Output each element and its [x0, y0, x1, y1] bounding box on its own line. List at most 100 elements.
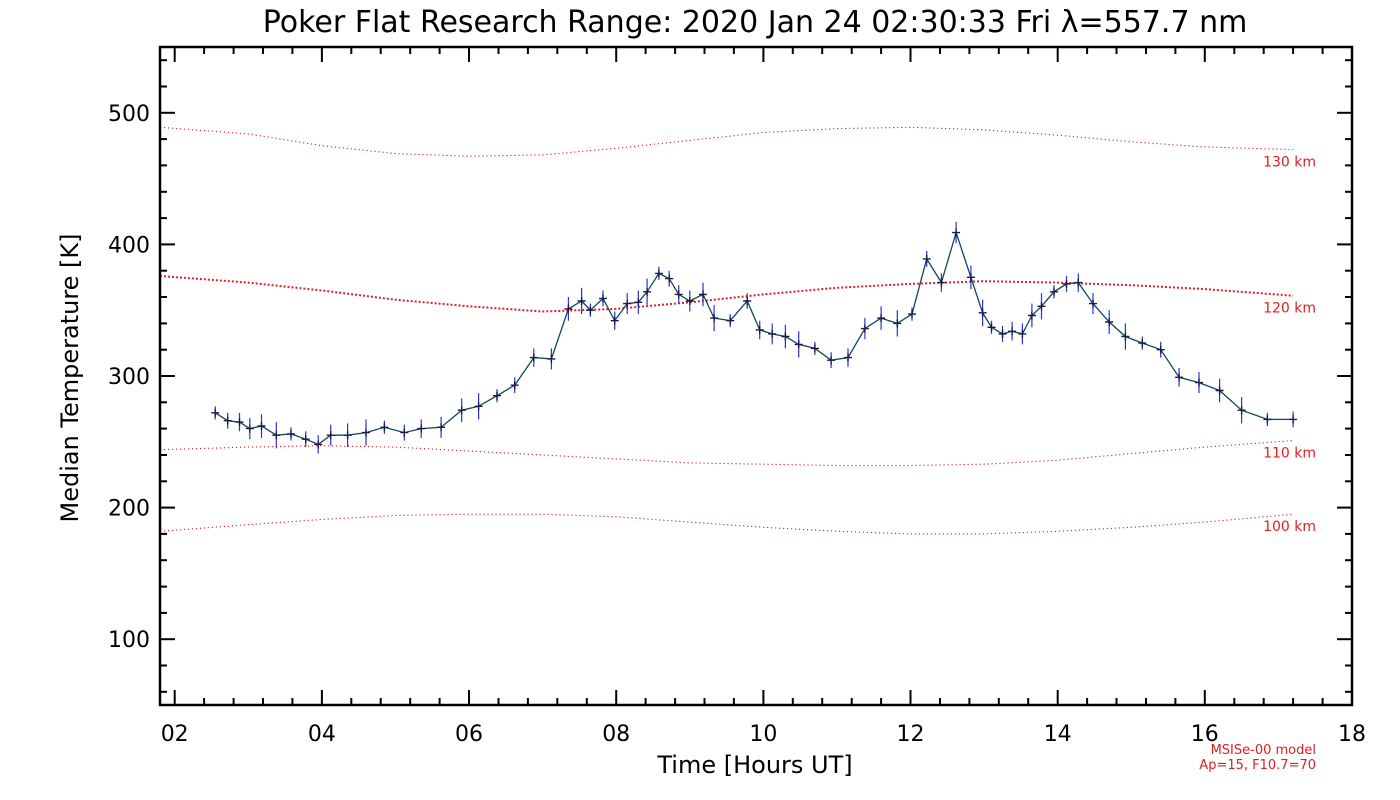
data-point — [257, 422, 266, 430]
data-point — [674, 290, 683, 299]
data-point — [1175, 373, 1184, 382]
data-point — [987, 323, 996, 332]
data-point — [937, 278, 946, 287]
model-curve-label: 130 km — [1263, 155, 1316, 171]
y-tick-label: 400 — [108, 233, 150, 258]
data-point — [529, 353, 538, 362]
data-point — [743, 297, 752, 305]
data-point — [634, 298, 643, 307]
x-tick-label: 04 — [308, 722, 336, 747]
data-point — [908, 310, 916, 319]
y-tick-label: 200 — [108, 497, 150, 522]
y-tick-label: 300 — [108, 365, 150, 390]
data-point — [474, 402, 483, 411]
model-curve-120-km — [159, 275, 1294, 313]
model-note-line-1: MSISe-00 model — [1211, 743, 1316, 758]
data-point — [1105, 318, 1114, 326]
data-point — [699, 290, 707, 299]
data-point — [245, 424, 254, 433]
y-tick-label: 500 — [108, 102, 150, 127]
series-line — [214, 230, 1294, 446]
data-point — [343, 431, 352, 440]
x-tick-label: 14 — [1044, 722, 1072, 747]
data-point — [493, 391, 501, 400]
data-point — [610, 316, 619, 325]
data-point — [547, 354, 556, 363]
data-point — [893, 319, 902, 328]
data-point — [966, 273, 975, 282]
y-tick-label: 100 — [108, 628, 150, 653]
chart-title: Poker Flat Research Range: 2020 Jan 24 0… — [263, 5, 1248, 40]
model-curve-130-km — [159, 126, 1294, 157]
model-curves: 130 km 120 km 110 km 100 km — [159, 126, 1316, 535]
data-point — [457, 406, 466, 415]
model-curve-label: 120 km — [1263, 301, 1316, 317]
data-point — [1008, 327, 1017, 336]
data-point — [827, 356, 836, 365]
data-point — [810, 344, 819, 353]
plot-frame — [158, 45, 1354, 707]
data-point — [1062, 279, 1071, 288]
x-tick-label: 02 — [161, 722, 189, 747]
x-tick-label: 16 — [1191, 722, 1219, 747]
data-point — [577, 297, 586, 305]
data-point — [301, 435, 310, 444]
x-axis-label: Time [Hours UT] — [656, 751, 852, 779]
data-point — [1037, 302, 1046, 311]
data-point — [922, 254, 931, 263]
data-point — [952, 228, 961, 237]
data-point — [437, 423, 446, 432]
data-point — [877, 314, 886, 323]
data-point — [768, 329, 777, 338]
data-point — [1121, 332, 1130, 341]
model-curve-label: 110 km — [1263, 446, 1316, 462]
y-axis-label: Median Temperature [K] — [56, 233, 84, 522]
data-point — [1018, 329, 1027, 338]
x-tick-label: 06 — [455, 722, 483, 747]
data-point — [623, 299, 632, 308]
data-point — [235, 418, 244, 427]
data-point — [1089, 299, 1097, 308]
data-point — [794, 340, 803, 349]
x-tick-label: 18 — [1338, 722, 1366, 747]
data-point — [860, 324, 869, 333]
data-point — [599, 294, 607, 303]
x-tick-label: 10 — [749, 722, 777, 747]
data-point — [564, 304, 573, 313]
data-point — [223, 416, 232, 425]
axes: 02 04 06 08 10 12 14 16 18 100 200 300 400 500 — [108, 45, 1366, 747]
data-point — [755, 325, 764, 334]
data-point — [400, 428, 409, 437]
data-point — [1263, 415, 1272, 424]
data-point — [710, 314, 719, 323]
data-point — [1289, 415, 1298, 424]
data-point — [1237, 406, 1246, 415]
data-point — [1050, 287, 1058, 296]
data-point — [211, 408, 220, 417]
data-point — [1027, 311, 1036, 320]
data-point — [685, 297, 694, 305]
data-point — [417, 424, 426, 433]
data-point — [643, 287, 652, 296]
data-series — [211, 222, 1298, 454]
data-point — [654, 269, 663, 278]
data-point — [1195, 378, 1203, 387]
model-note-line-2: Ap=15, F10.7=70 — [1199, 758, 1316, 773]
data-point — [362, 428, 370, 437]
x-tick-label: 12 — [897, 722, 925, 747]
data-point — [1138, 339, 1147, 348]
data-point — [380, 423, 389, 432]
model-curve-100-km — [159, 513, 1294, 535]
data-point — [998, 329, 1007, 338]
data-point — [978, 308, 987, 317]
data-point — [1074, 278, 1083, 287]
model-curve-110-km — [159, 439, 1294, 467]
data-point — [586, 306, 595, 315]
data-point — [1156, 345, 1165, 354]
data-point — [287, 429, 295, 438]
data-point — [326, 431, 335, 440]
data-point — [510, 381, 519, 390]
data-point — [1215, 386, 1224, 395]
data-point — [844, 353, 852, 362]
